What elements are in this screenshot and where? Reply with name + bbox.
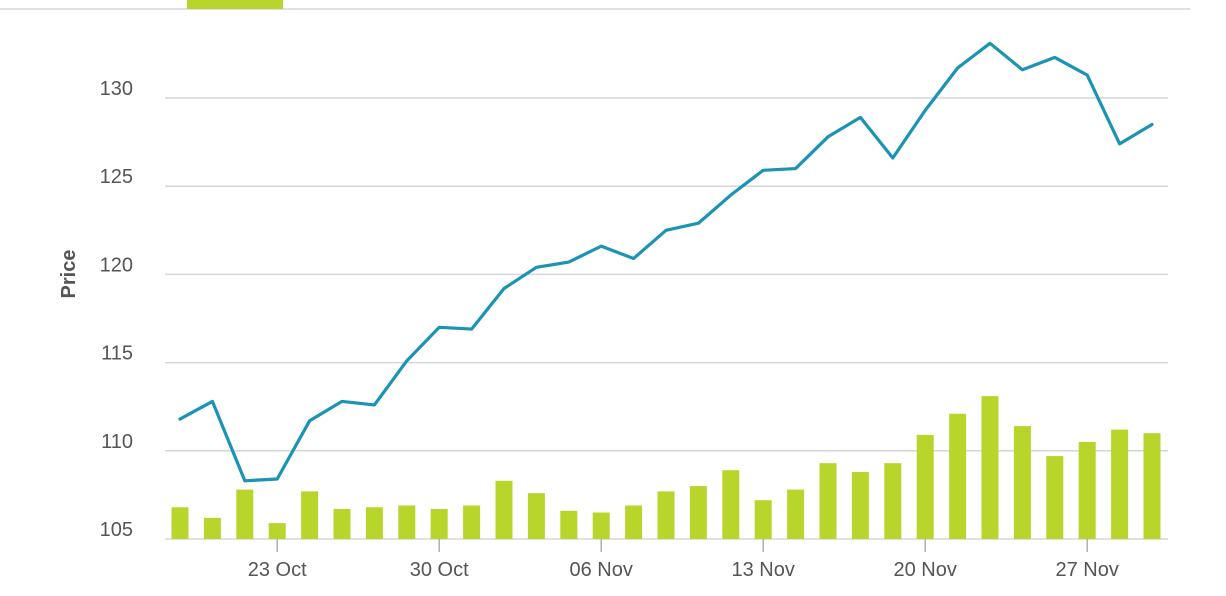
- volume-bar-2023-11-08: [657, 491, 675, 539]
- volume-bar-2023-11-09: [689, 486, 707, 539]
- volume-bar-2023-10-25: [333, 509, 351, 539]
- price-point-2023-10-19[interactable]: [206, 395, 218, 407]
- volume-bar-2023-10-24: [301, 491, 319, 539]
- y-axis-ticks: 105 110 115 120 125 130: [100, 78, 133, 541]
- volume-bar-2023-10-23: [268, 523, 286, 539]
- volume-bar-2023-11-10: [722, 470, 740, 539]
- volume-bar-2023-11-28: [1111, 429, 1129, 539]
- y-tick-label: 130: [100, 78, 133, 100]
- volume-bar-2023-11-29: [1143, 433, 1161, 539]
- price-point-2023-10-20[interactable]: [239, 475, 251, 487]
- price-point-2023-11-02[interactable]: [530, 261, 542, 273]
- volume-bar-2023-11-22: [981, 396, 999, 539]
- price-point-2023-11-23[interactable]: [1016, 64, 1028, 76]
- grid: [165, 97, 1168, 540]
- volume-bar-2023-10-20: [236, 489, 254, 539]
- volume-bar-2023-11-14: [787, 489, 805, 539]
- x-tick-label: 06 Nov: [570, 559, 633, 581]
- price-point-2023-11-16[interactable]: [854, 111, 866, 123]
- price-point-2023-11-27[interactable]: [1081, 69, 1093, 81]
- y-tick-label: 105: [100, 519, 133, 541]
- volume-bar-2023-11-13: [754, 500, 772, 539]
- price-point-2023-11-01[interactable]: [498, 283, 510, 295]
- volume-bar-2023-11-07: [625, 505, 643, 539]
- y-axis-title: Price: [58, 250, 80, 299]
- price-point-2023-11-21[interactable]: [952, 62, 964, 74]
- price-point-2023-11-09[interactable]: [692, 217, 704, 229]
- price-point-2023-11-28[interactable]: [1114, 138, 1126, 150]
- y-tick-label: 125: [100, 166, 133, 188]
- volume-bar-2023-11-23: [1013, 426, 1031, 539]
- price-point-2023-11-07[interactable]: [628, 253, 640, 265]
- price-point-2023-11-14[interactable]: [790, 163, 802, 175]
- price-line: [178, 41, 1154, 483]
- price-point-2023-11-03[interactable]: [563, 256, 575, 268]
- price-point-2023-11-06[interactable]: [595, 240, 607, 252]
- price-point-2023-11-10[interactable]: [725, 189, 737, 201]
- price-point-2023-11-29[interactable]: [1146, 118, 1158, 130]
- price-point-2023-10-26[interactable]: [368, 399, 380, 411]
- price-point-2023-10-25[interactable]: [336, 395, 348, 407]
- volume-bar-2023-11-17: [884, 463, 902, 539]
- y-tick-label: 120: [100, 254, 133, 276]
- volume-bar-2023-11-20: [916, 434, 934, 539]
- volume-bar-2023-11-27: [1078, 441, 1096, 539]
- x-tick-label: 20 Nov: [894, 559, 957, 581]
- price-point-2023-10-23[interactable]: [271, 473, 283, 485]
- volume-bar-2023-11-21: [949, 413, 967, 539]
- volume-bar-2023-10-27: [398, 505, 416, 539]
- top-tab-active-indicator[interactable]: [187, 0, 283, 9]
- volume-bar-2023-10-19: [203, 517, 221, 539]
- x-axis-ticks: 23 Oct 30 Oct 06 Nov 13 Nov 20 Nov 27 Nov: [248, 539, 1119, 581]
- y-tick-label: 110: [101, 431, 133, 453]
- volume-bar-2023-11-02: [527, 493, 545, 539]
- volume-bar-2023-10-30: [430, 509, 448, 539]
- price-point-2023-11-15[interactable]: [822, 131, 834, 143]
- price-point-2023-11-22[interactable]: [984, 37, 996, 49]
- x-tick-label: 13 Nov: [732, 559, 795, 581]
- volume-bar-2023-10-18: [171, 507, 189, 539]
- price-point-2023-11-24[interactable]: [1049, 51, 1061, 63]
- price-point-2023-10-27[interactable]: [401, 355, 413, 367]
- x-tick-label: 23 Oct: [248, 559, 307, 581]
- volume-bar-2023-11-16: [851, 471, 869, 539]
- volume-bar-2023-11-24: [1046, 456, 1064, 539]
- volume-bar-2023-11-03: [560, 510, 578, 539]
- volume-bar-2023-10-26: [365, 507, 383, 539]
- x-tick-label: 27 Nov: [1056, 559, 1119, 581]
- price-point-2023-10-30[interactable]: [433, 321, 445, 333]
- volume-bars: [171, 396, 1161, 539]
- volume-bar-2023-11-15: [819, 463, 837, 539]
- price-point-2023-11-08[interactable]: [660, 224, 672, 236]
- price-line-layer: [178, 41, 1154, 483]
- price-point-2023-10-24[interactable]: [304, 415, 316, 427]
- price-points: [174, 37, 1158, 486]
- price-point-2023-10-18[interactable]: [174, 413, 186, 425]
- price-point-2023-10-31[interactable]: [466, 323, 478, 335]
- volume-bar-2023-10-31: [463, 505, 481, 539]
- price-point-2023-11-20[interactable]: [919, 104, 931, 116]
- x-tick-label: 30 Oct: [410, 559, 469, 581]
- price-point-2023-11-13[interactable]: [757, 164, 769, 176]
- y-tick-label: 115: [101, 343, 133, 365]
- price-point-2023-11-17[interactable]: [887, 152, 899, 164]
- volume-bar-2023-11-01: [495, 480, 513, 539]
- volume-bar-2023-11-06: [592, 512, 610, 539]
